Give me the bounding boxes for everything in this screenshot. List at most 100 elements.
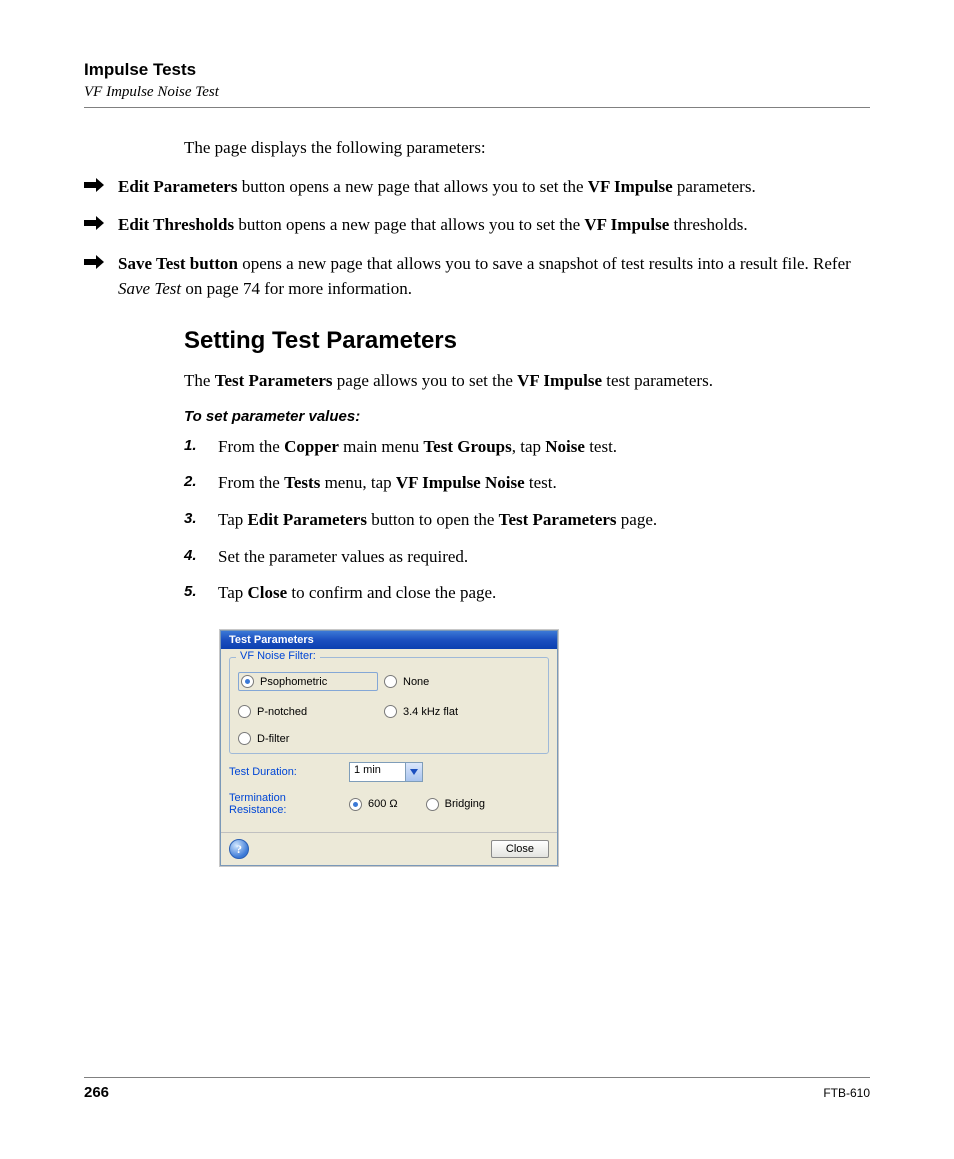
text: Tap — [218, 510, 248, 529]
document-id: FTB-610 — [823, 1086, 870, 1100]
text-bold: VF Impulse Noise — [396, 473, 525, 492]
radio-label: 600 Ω — [368, 798, 398, 810]
text: page. — [617, 510, 658, 529]
bullet-text: opens a new page that allows you to save… — [238, 254, 851, 273]
text-bold: Noise — [545, 437, 585, 456]
header-rule — [84, 107, 870, 108]
heading-setting-test-parameters: Setting Test Parameters — [184, 327, 870, 355]
step-number: 2. — [184, 471, 197, 493]
help-icon[interactable]: ? — [229, 839, 249, 859]
bullet-rest: on page 74 for more information. — [181, 279, 412, 298]
chevron-down-icon[interactable] — [405, 763, 422, 781]
page-footer: 266 FTB-610 — [84, 1077, 870, 1101]
test-duration-label: Test Duration: — [229, 766, 339, 778]
radio-label: None — [403, 676, 429, 688]
radio-label: P-notched — [257, 706, 307, 718]
bullet-lead: Save Test button — [118, 254, 238, 273]
step-number: 5. — [184, 581, 197, 603]
bullet-item: Edit Parameters button opens a new page … — [84, 175, 870, 200]
text-bold: Test Parameters — [215, 371, 333, 390]
bullet-text: button opens a new page that allows you … — [237, 177, 587, 196]
arrow-icon — [84, 216, 104, 230]
text-bold: Copper — [284, 437, 339, 456]
close-button[interactable]: Close — [491, 840, 549, 858]
bullet-rest: parameters. — [673, 177, 756, 196]
bullet-lead: Edit Parameters — [118, 177, 237, 196]
bullet-lead: Edit Thresholds — [118, 215, 234, 234]
page-number: 266 — [84, 1084, 109, 1101]
test-duration-row: Test Duration: 1 min — [229, 762, 549, 782]
radio-dot-icon — [238, 732, 251, 745]
radio-dot-icon — [426, 798, 439, 811]
termination-resistance-label: Termination Resistance: — [229, 792, 339, 816]
vf-noise-filter-fieldset: VF Noise Filter: Psophometric None P-not… — [229, 657, 549, 754]
radio-psophometric[interactable]: Psophometric — [238, 672, 378, 691]
text-bold: Edit Parameters — [248, 510, 367, 529]
text: , tap — [512, 437, 546, 456]
text: The — [184, 371, 215, 390]
text-bold: Tests — [284, 473, 320, 492]
text-bold: VF Impulse — [517, 371, 602, 390]
test-duration-combo[interactable]: 1 min — [349, 762, 423, 782]
radio-label: 3.4 kHz flat — [403, 706, 458, 718]
step-number: 4. — [184, 545, 197, 567]
bullet-mid: VF Impulse — [588, 177, 673, 196]
bullet-text: button opens a new page that allows you … — [234, 215, 584, 234]
bullet-item: Edit Thresholds button opens a new page … — [84, 213, 870, 238]
text: test. — [585, 437, 617, 456]
radio-dot-icon — [238, 705, 251, 718]
text: test parameters. — [602, 371, 713, 390]
radio-dot-icon — [349, 798, 362, 811]
radio-dot-icon — [241, 675, 254, 688]
step-item: 1. From the Copper main menu Test Groups… — [184, 435, 870, 460]
subheading-to-set-values: To set parameter values: — [184, 408, 870, 425]
fieldset-legend: VF Noise Filter: — [236, 650, 320, 662]
numbered-list: 1. From the Copper main menu Test Groups… — [184, 435, 870, 606]
text-bold: Test Parameters — [499, 510, 617, 529]
text-bold: Close — [248, 583, 288, 602]
step-item: 2. From the Tests menu, tap VF Impulse N… — [184, 471, 870, 496]
bullet-list: Edit Parameters button opens a new page … — [84, 175, 870, 302]
intro-paragraph: The page displays the following paramete… — [184, 136, 870, 161]
bullet-item: Save Test button opens a new page that a… — [84, 252, 870, 301]
dialog-titlebar: Test Parameters — [221, 631, 557, 649]
text: to confirm and close the page. — [287, 583, 496, 602]
combo-value: 1 min — [350, 763, 405, 781]
radio-none[interactable]: None — [384, 672, 524, 691]
bullet-mid-italic: Save Test — [118, 279, 181, 298]
step-number: 1. — [184, 435, 197, 457]
step-number: 3. — [184, 508, 197, 530]
radio-d-filter[interactable]: D-filter — [238, 732, 378, 745]
text: Set the parameter values as required. — [218, 547, 468, 566]
text: test. — [525, 473, 557, 492]
text: menu, tap — [320, 473, 396, 492]
bullet-mid: VF Impulse — [584, 215, 669, 234]
radio-dot-icon — [384, 705, 397, 718]
radio-600-ohm[interactable]: 600 Ω — [349, 798, 398, 811]
document-page: Impulse Tests VF Impulse Noise Test The … — [0, 0, 954, 1159]
step-item: 3. Tap Edit Parameters button to open th… — [184, 508, 870, 533]
test-parameters-dialog: Test Parameters VF Noise Filter: Psophom… — [220, 630, 558, 866]
bullet-rest: thresholds. — [669, 215, 747, 234]
step-item: 5. Tap Close to confirm and close the pa… — [184, 581, 870, 606]
text: From the — [218, 473, 284, 492]
text: main menu — [339, 437, 424, 456]
dialog-body: VF Noise Filter: Psophometric None P-not… — [221, 649, 557, 832]
radio-p-notched[interactable]: P-notched — [238, 705, 378, 718]
radio-bridging[interactable]: Bridging — [426, 798, 485, 811]
text-bold: Test Groups — [423, 437, 511, 456]
dialog-footer: ? Close — [221, 832, 557, 865]
arrow-icon — [84, 178, 104, 192]
termination-radio-group: 600 Ω Bridging — [349, 798, 485, 811]
paragraph-test-parameters: The Test Parameters page allows you to s… — [184, 369, 870, 394]
radio-label: Bridging — [445, 798, 485, 810]
radio-label: Psophometric — [260, 676, 327, 688]
radio-dot-icon — [384, 675, 397, 688]
chapter-title: Impulse Tests — [84, 60, 870, 80]
radio-3-4khz-flat[interactable]: 3.4 kHz flat — [384, 705, 524, 718]
termination-resistance-row: Termination Resistance: 600 Ω Bridging — [229, 792, 549, 816]
section-title: VF Impulse Noise Test — [84, 84, 870, 101]
filter-radio-group: Psophometric None P-notched 3.4 kHz flat — [238, 672, 540, 745]
text: button to open the — [367, 510, 499, 529]
arrow-icon — [84, 255, 104, 269]
